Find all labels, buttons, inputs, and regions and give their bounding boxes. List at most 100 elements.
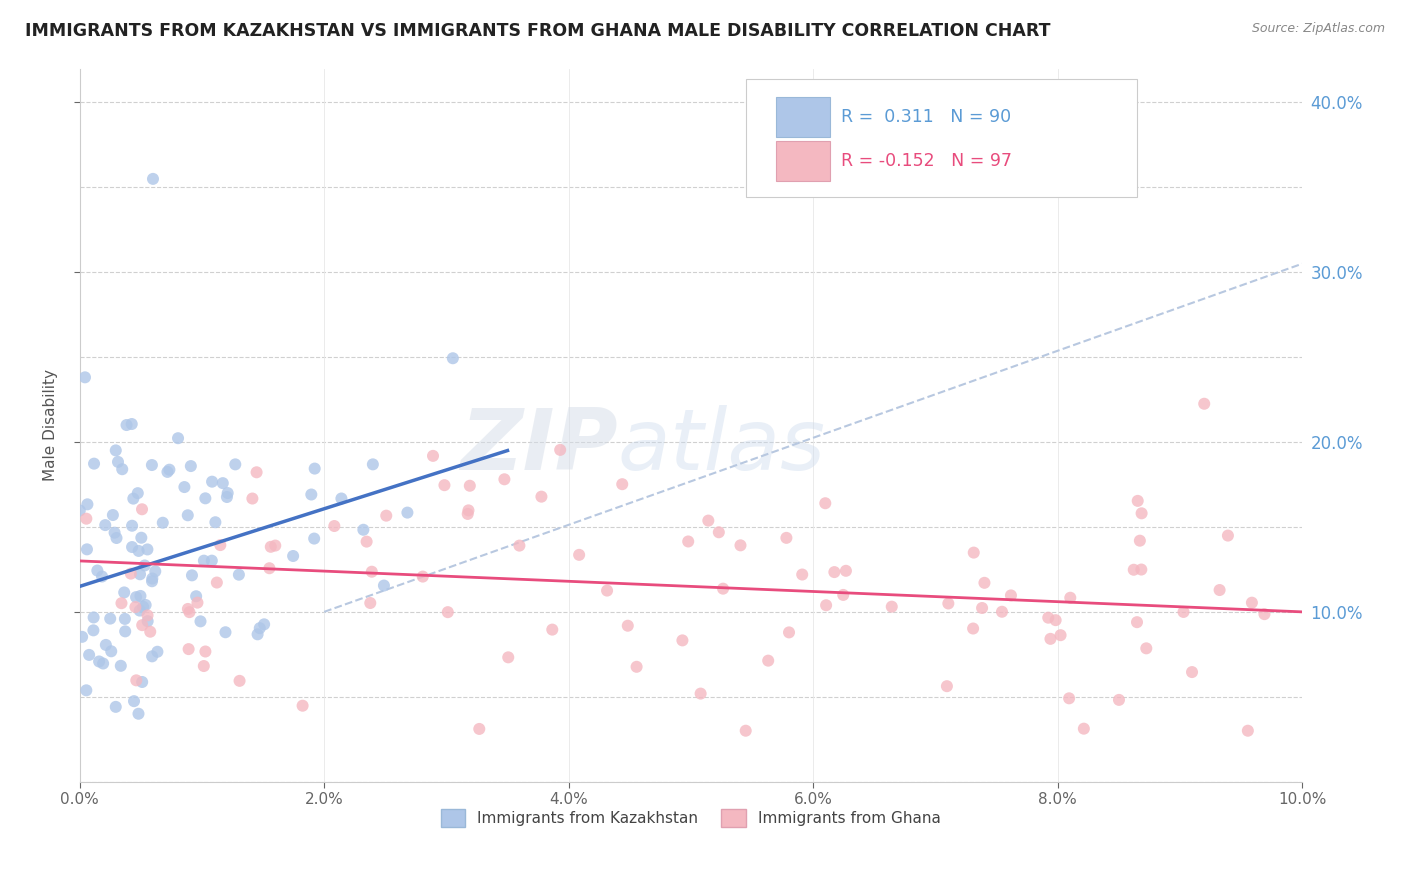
Point	[281, 549, 304, 563]
Point	[91, 657, 114, 671]
Point	[201, 554, 224, 568]
Point	[129, 589, 152, 603]
Point	[457, 503, 479, 517]
Point	[1073, 722, 1095, 736]
Point	[194, 491, 217, 506]
Point	[304, 461, 326, 475]
Point	[122, 491, 145, 506]
Point	[87, 655, 110, 669]
Point	[1000, 589, 1022, 603]
Point	[396, 506, 419, 520]
Point	[76, 497, 98, 511]
Point	[77, 648, 100, 662]
Point	[1216, 528, 1239, 542]
Point	[82, 624, 104, 638]
Point	[1045, 613, 1067, 627]
Point	[373, 578, 395, 592]
Point	[458, 479, 481, 493]
Point	[73, 370, 96, 384]
Point	[215, 490, 238, 504]
Point	[142, 172, 165, 186]
Text: IMMIGRANTS FROM KAZAKHSTAN VS IMMIGRANTS FROM GHANA MALE DISABILITY CORRELATION : IMMIGRANTS FROM KAZAKHSTAN VS IMMIGRANTS…	[25, 22, 1050, 40]
Point	[136, 542, 159, 557]
Point	[1122, 563, 1144, 577]
Y-axis label: Male Disability: Male Disability	[44, 369, 58, 481]
Point	[125, 590, 148, 604]
Point	[128, 603, 150, 617]
Point	[548, 442, 571, 457]
Point	[361, 458, 384, 472]
Point	[122, 694, 145, 708]
Point	[124, 600, 146, 615]
Point	[101, 508, 124, 522]
Point	[835, 564, 858, 578]
Point	[617, 618, 640, 632]
FancyBboxPatch shape	[745, 79, 1137, 197]
Point	[1240, 596, 1263, 610]
Point	[441, 351, 464, 366]
Point	[132, 599, 155, 614]
Point	[1057, 691, 1080, 706]
Point	[214, 625, 236, 640]
Point	[131, 675, 153, 690]
Point	[1130, 506, 1153, 520]
Point	[181, 568, 204, 582]
Point	[224, 458, 246, 472]
Point	[412, 569, 434, 583]
Point	[205, 575, 228, 590]
Point	[114, 624, 136, 639]
Point	[180, 459, 202, 474]
Point	[110, 658, 132, 673]
Point	[143, 565, 166, 579]
Point	[69, 503, 91, 517]
Point	[991, 605, 1014, 619]
Point	[1059, 591, 1081, 605]
Point	[935, 679, 957, 693]
Point	[815, 599, 838, 613]
Point	[121, 518, 143, 533]
Point	[104, 699, 127, 714]
Point	[76, 542, 98, 557]
Point	[1130, 563, 1153, 577]
Point	[1039, 632, 1062, 646]
Point	[110, 596, 132, 610]
Point	[457, 507, 479, 521]
Point	[832, 588, 855, 602]
Point	[194, 644, 217, 658]
Point	[963, 546, 986, 560]
Point	[689, 687, 711, 701]
Point	[1181, 665, 1204, 679]
Point	[125, 673, 148, 688]
Point	[127, 706, 149, 721]
Point	[190, 615, 212, 629]
Point	[141, 649, 163, 664]
Point	[75, 511, 97, 525]
Point	[496, 650, 519, 665]
Point	[186, 589, 208, 603]
Point	[1173, 605, 1195, 619]
Point	[201, 475, 224, 489]
Point	[173, 480, 195, 494]
Point	[104, 443, 127, 458]
Point	[167, 431, 190, 445]
Point	[98, 611, 121, 625]
Point	[1237, 723, 1260, 738]
Point	[107, 455, 129, 469]
Point	[814, 496, 837, 510]
Point	[302, 532, 325, 546]
FancyBboxPatch shape	[776, 97, 830, 137]
Point	[186, 596, 208, 610]
Point	[139, 624, 162, 639]
Point	[259, 561, 281, 575]
Point	[823, 565, 845, 579]
Point	[1108, 693, 1130, 707]
Point	[359, 596, 381, 610]
Point	[179, 605, 201, 619]
Point	[260, 540, 283, 554]
Point	[734, 723, 756, 738]
Point	[626, 660, 648, 674]
Point	[86, 564, 108, 578]
Point	[1129, 533, 1152, 548]
Text: R =  0.311   N = 90: R = 0.311 N = 90	[841, 108, 1011, 126]
Point	[94, 638, 117, 652]
